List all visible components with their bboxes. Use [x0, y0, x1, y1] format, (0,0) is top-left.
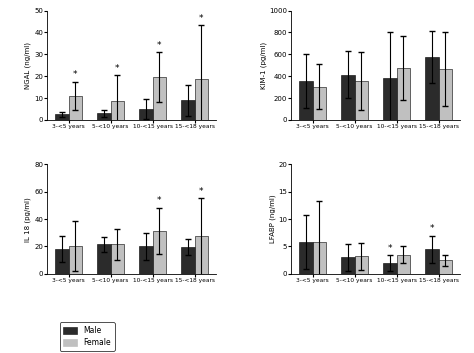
Text: *: * [157, 196, 162, 205]
Text: *: * [115, 64, 119, 73]
Bar [438, 69, 452, 120]
Bar [181, 100, 195, 120]
Bar [181, 247, 195, 274]
Y-axis label: LFABP (ng/ml): LFABP (ng/ml) [269, 195, 275, 244]
Y-axis label: NGAL (ng/ml): NGAL (ng/ml) [25, 42, 31, 89]
Bar [312, 86, 326, 120]
Bar [55, 114, 69, 120]
Text: *: * [199, 187, 204, 196]
Bar [341, 74, 355, 120]
Bar [139, 246, 153, 274]
Y-axis label: IL 18 (pg/ml): IL 18 (pg/ml) [25, 197, 31, 241]
Bar [97, 113, 110, 120]
Bar [97, 244, 110, 274]
Bar [425, 249, 438, 274]
Bar [153, 77, 166, 120]
Bar [195, 236, 208, 274]
Legend: Male, Female: Male, Female [60, 322, 115, 351]
Bar [69, 96, 82, 120]
Bar [110, 101, 124, 120]
Bar [397, 255, 410, 274]
Text: *: * [199, 14, 204, 23]
Bar [139, 109, 153, 120]
Y-axis label: KIM-1 (pg/ml): KIM-1 (pg/ml) [260, 42, 266, 89]
Text: *: * [73, 71, 77, 79]
Bar [312, 242, 326, 274]
Bar [383, 263, 397, 274]
Text: *: * [388, 244, 392, 252]
Bar [110, 244, 124, 274]
Bar [55, 249, 69, 274]
Bar [397, 68, 410, 120]
Bar [69, 246, 82, 274]
Bar [438, 260, 452, 274]
Text: *: * [157, 41, 162, 50]
Bar [355, 256, 368, 274]
Bar [341, 257, 355, 274]
Text: *: * [430, 225, 434, 233]
Bar [299, 81, 312, 120]
Bar [153, 231, 166, 274]
Bar [383, 78, 397, 120]
Bar [425, 57, 438, 120]
Bar [299, 242, 312, 274]
Bar [195, 79, 208, 120]
Bar [355, 81, 368, 120]
